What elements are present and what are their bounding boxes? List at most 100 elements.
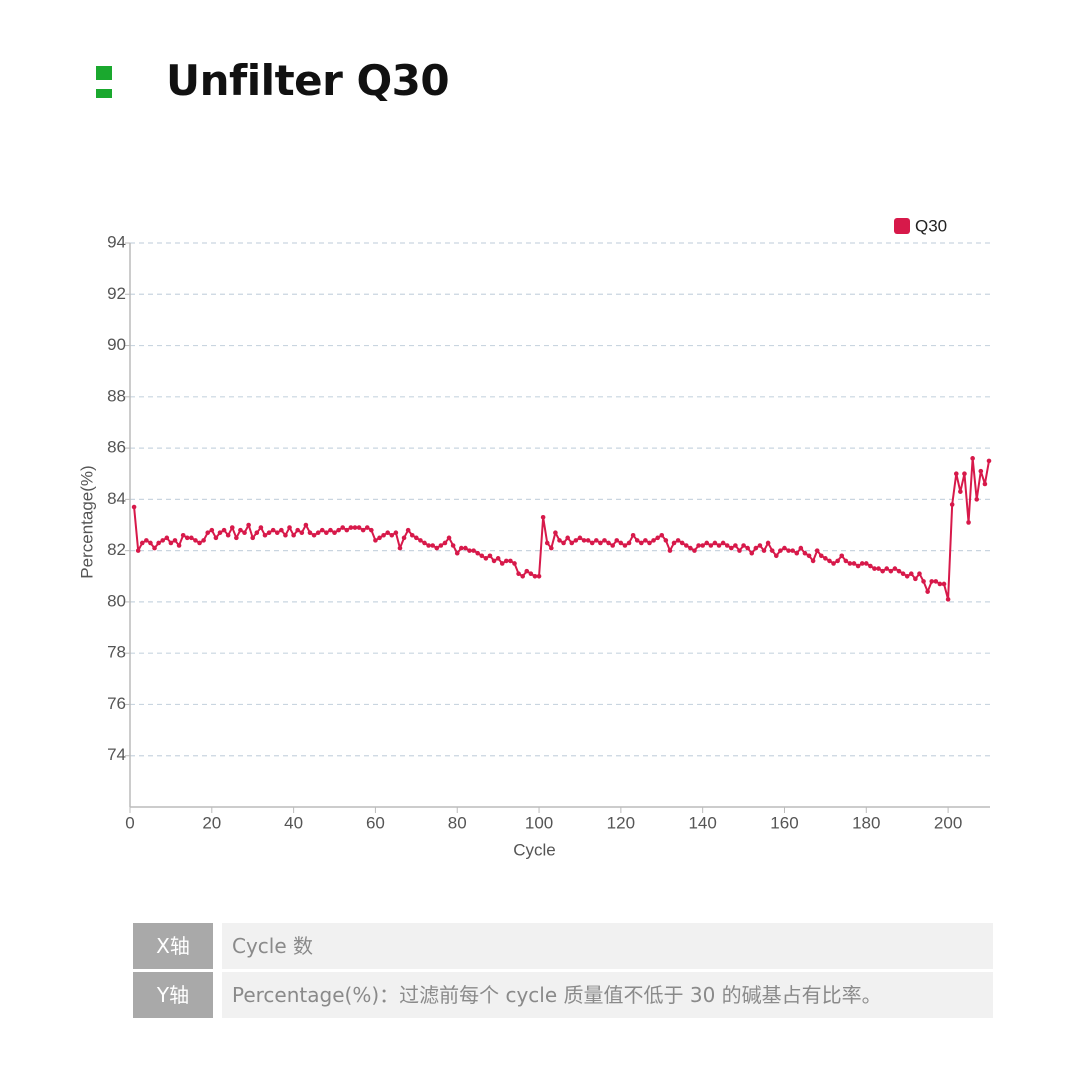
- data-point: [324, 530, 329, 535]
- data-point: [152, 545, 157, 551]
- data-point: [491, 558, 497, 564]
- data-point: [164, 535, 170, 541]
- data-point: [589, 540, 595, 546]
- data-point: [839, 553, 845, 559]
- data-point: [790, 548, 795, 553]
- data-point: [716, 543, 722, 548]
- data-point: [778, 548, 783, 553]
- table-cell: Cycle 数: [222, 923, 993, 969]
- data-point: [704, 540, 710, 546]
- table-row: X轴 Cycle 数: [133, 923, 993, 969]
- data-point: [291, 532, 296, 538]
- data-point: [299, 530, 305, 535]
- data-point: [937, 581, 943, 587]
- data-point: [344, 527, 350, 533]
- data-point: [217, 530, 223, 535]
- data-point: [483, 556, 489, 561]
- data-point: [516, 571, 521, 577]
- data-point: [753, 545, 759, 551]
- data-point: [328, 527, 333, 533]
- data-point: [958, 489, 963, 494]
- data-point: [156, 540, 161, 546]
- data-point: [577, 535, 583, 541]
- data-point: [720, 540, 726, 546]
- data-point: [459, 545, 464, 551]
- data-point: [512, 561, 517, 566]
- data-point: [279, 527, 284, 533]
- data-point: [258, 525, 264, 530]
- legend-label: Q30: [915, 216, 947, 235]
- data-point: [622, 543, 628, 548]
- data-point: [479, 553, 485, 559]
- data-point: [618, 540, 624, 546]
- data-point: [242, 530, 247, 535]
- data-point: [414, 535, 419, 541]
- data-point: [397, 545, 403, 551]
- data-point: [389, 532, 395, 538]
- data-point: [524, 568, 530, 574]
- data-point: [148, 540, 153, 546]
- data-point: [336, 527, 341, 533]
- data-point: [172, 538, 178, 543]
- x-tick-label: 80: [448, 813, 467, 832]
- x-tick-label: 120: [607, 813, 635, 832]
- data-point: [863, 561, 869, 566]
- data-point: [679, 540, 685, 546]
- data-point: [802, 550, 808, 556]
- data-point: [569, 540, 575, 546]
- y-tick-label: 76: [107, 694, 126, 713]
- data-point: [495, 556, 501, 561]
- data-point: [647, 540, 652, 546]
- data-point: [303, 522, 309, 528]
- data-point: [966, 520, 971, 525]
- data-point: [851, 561, 857, 566]
- x-tick-label: 200: [934, 813, 962, 832]
- data-point: [708, 543, 714, 548]
- data-point: [348, 525, 354, 530]
- data-point: [135, 548, 141, 553]
- data-point: [741, 543, 746, 548]
- data-point: [810, 558, 816, 564]
- icon-block: [96, 66, 112, 80]
- data-point: [700, 543, 705, 548]
- data-point: [978, 468, 984, 474]
- data-point: [818, 553, 824, 559]
- data-point: [900, 571, 906, 577]
- data-point: [925, 589, 930, 594]
- data-point: [892, 566, 898, 571]
- data-point: [794, 550, 800, 556]
- data-point: [373, 538, 378, 543]
- data-point: [360, 527, 366, 533]
- data-point: [639, 540, 644, 546]
- data-point: [540, 515, 546, 520]
- data-point: [544, 540, 550, 546]
- data-point: [896, 568, 902, 574]
- data-point: [688, 545, 693, 551]
- data-point: [332, 530, 337, 535]
- data-point: [504, 558, 509, 564]
- data-point: [953, 471, 959, 477]
- data-point: [315, 530, 321, 535]
- y-tick-label: 82: [107, 540, 126, 559]
- data-point: [872, 566, 877, 571]
- table-row: Y轴 Percentage(%)：过滤前每个 cycle 质量值不低于 30 的…: [133, 972, 993, 1018]
- data-point: [168, 540, 174, 546]
- y-tick-label: 94: [107, 232, 126, 251]
- data-point: [671, 540, 677, 546]
- x-tick-label: 100: [525, 813, 553, 832]
- table-cell: Percentage(%)：过滤前每个 cycle 质量值不低于 30 的碱基占…: [222, 972, 993, 1018]
- data-point: [377, 535, 382, 541]
- data-point: [270, 527, 276, 533]
- data-point: [823, 556, 828, 561]
- data-point: [929, 579, 935, 584]
- data-point: [144, 538, 149, 543]
- data-point: [782, 545, 787, 551]
- y-tick-label: 92: [107, 284, 126, 303]
- table-label: Y轴: [133, 972, 213, 1018]
- data-point: [369, 527, 374, 533]
- data-point: [757, 543, 763, 548]
- icon-block: [96, 89, 112, 98]
- data-point: [917, 571, 922, 577]
- data-point: [655, 535, 660, 541]
